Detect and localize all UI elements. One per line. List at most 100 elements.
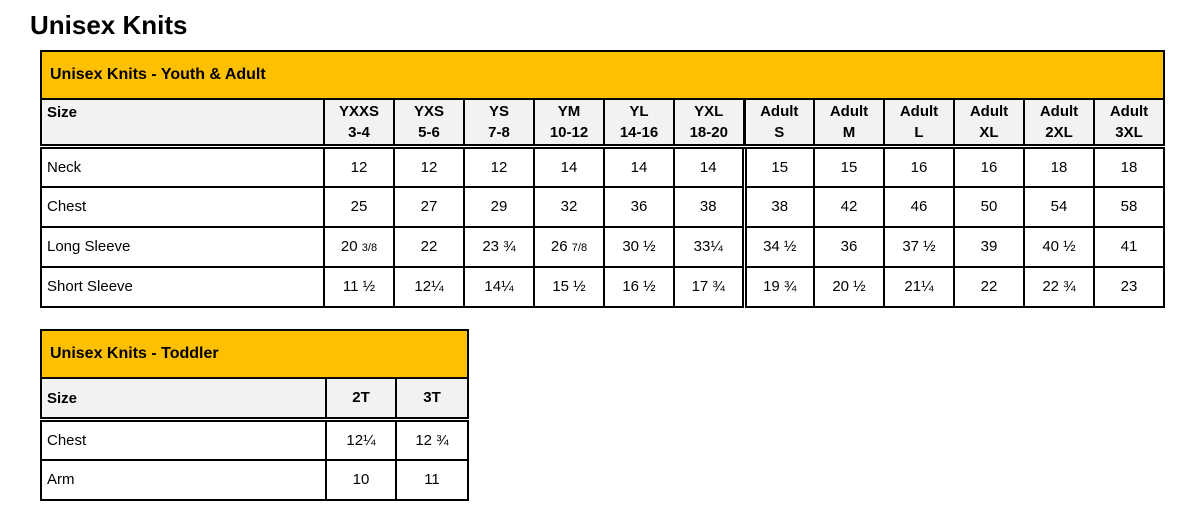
value-cell: 20 3/8 — [323, 225, 395, 268]
column-header-line1: YM — [557, 103, 581, 120]
value-cell: 10 — [325, 458, 397, 501]
value-cell: 26 7/8 — [533, 225, 605, 268]
value-cell: 39 — [953, 225, 1025, 268]
value-cell: 12¼ — [325, 417, 397, 461]
column-header-line2: XL — [979, 124, 999, 141]
column-header: Adult M — [813, 98, 885, 148]
column-header: Adult 2XL — [1023, 98, 1095, 148]
column-header-line1: YS — [488, 103, 509, 120]
row-label: Arm — [40, 458, 327, 501]
table-row: Chest 12¼ 12 ¾ — [40, 417, 469, 461]
value-cell: 22 — [393, 225, 465, 268]
page: Unisex Knits Unisex Knits - Youth & Adul… — [0, 10, 1200, 530]
size-header-cell: Size — [40, 98, 325, 148]
column-header-line1: 3T — [423, 389, 441, 407]
value-cell: 27 — [393, 185, 465, 228]
value-cell: 25 — [323, 185, 395, 228]
value-cell: 38 — [673, 185, 745, 228]
column-header-line2: 3XL — [1115, 124, 1143, 141]
page-title: Unisex Knits — [30, 10, 188, 40]
value-cell: 15 — [813, 144, 885, 188]
value-cell: 11 — [395, 458, 469, 501]
value-cell: 22 ¾ — [1023, 265, 1095, 308]
column-header-line2: 10-12 — [549, 124, 589, 141]
value-cell: 14 — [603, 144, 675, 188]
row-label: Short Sleeve — [40, 265, 325, 308]
column-header-line2: S — [774, 124, 785, 141]
table-caption: Unisex Knits - Youth & Adult — [40, 50, 1165, 100]
value-cell: 42 — [813, 185, 885, 228]
value-cell: 21¼ — [883, 265, 955, 308]
column-header-line2: 3-4 — [348, 124, 370, 141]
value-cell: 16 ½ — [603, 265, 675, 308]
value-cell: 58 — [1093, 185, 1165, 228]
value-cell: 29 — [463, 185, 535, 228]
value-cell: 40 ½ — [1023, 225, 1095, 268]
table-caption-row: Unisex Knits - Youth & Adult — [40, 50, 1165, 100]
value-cell: 36 — [603, 185, 675, 228]
column-header: Adult S — [742, 98, 815, 148]
youth-adult-table: Unisex Knits - Youth & Adult Size YXXS 3-4 Y… — [40, 50, 1165, 308]
value-cell: 18 — [1093, 144, 1165, 188]
value-cell: 12¼ — [393, 265, 465, 308]
value-cell: 23 — [1093, 265, 1165, 308]
column-header-line1: 2T — [352, 389, 370, 407]
value-cell: 22 — [953, 265, 1025, 308]
row-label: Chest — [40, 185, 325, 228]
header-row: Size YXXS 3-4 YXS 5-6 YS 7-8 YM 10-12 YL 14-16 YXL 1… — [40, 98, 1165, 148]
value-cell: 15 — [741, 144, 815, 188]
value-cell: 41 — [1093, 225, 1165, 268]
row-label: Neck — [40, 144, 325, 188]
size-header-cell: Size — [40, 376, 327, 421]
column-header-line1: Adult — [760, 103, 799, 120]
header-row: Size 2T 3T — [40, 376, 469, 421]
column-header-line2: 14-16 — [619, 124, 659, 141]
column-header-line1: YXXS — [338, 103, 380, 120]
column-header-line2: 18-20 — [689, 124, 728, 141]
value-cell: 36 — [813, 225, 885, 268]
column-header: Adult 3XL — [1093, 98, 1165, 148]
column-header: Adult L — [883, 98, 955, 148]
column-header-line2: 7-8 — [488, 124, 510, 141]
column-header-line1: YXS — [413, 103, 444, 120]
column-header: YL 14-16 — [603, 98, 675, 148]
column-header-line1: Adult — [1039, 103, 1079, 120]
value-cell: 12 — [463, 144, 535, 188]
column-header: YS 7-8 — [463, 98, 535, 148]
column-header: 2T — [325, 376, 397, 421]
table-caption-row: Unisex Knits - Toddler — [40, 328, 469, 379]
value-cell: 50 — [953, 185, 1025, 228]
value-cell: 14 — [533, 144, 605, 188]
table-caption: Unisex Knits - Toddler — [40, 328, 469, 379]
value-cell: 14 — [673, 144, 745, 188]
value-cell: 20 ½ — [813, 265, 885, 308]
table-row: Arm 10 11 — [40, 458, 469, 501]
value-cell: 54 — [1023, 185, 1095, 228]
column-header-line1: Adult — [829, 103, 869, 120]
column-header-line1: YXL — [694, 103, 724, 120]
value-cell: 37 ½ — [883, 225, 955, 268]
column-header-line2: L — [914, 124, 924, 141]
column-header-line2: 5-6 — [418, 124, 440, 141]
row-label: Long Sleeve — [40, 225, 325, 268]
value-cell: 23 ¾ — [463, 225, 535, 268]
column-header-line1: Adult — [899, 103, 939, 120]
value-cell: 34 ½ — [741, 225, 815, 268]
table-row: Short Sleeve 11 ½ 12¼ 14¼ 15 ½ 16 ½ 17 ¾ 19 ¾ 20… — [40, 265, 1165, 308]
table-row: Chest 25 27 29 32 36 38 38 42 46 50 54 58 — [40, 185, 1165, 228]
value-cell: 33¼ — [673, 225, 745, 268]
value-cell: 30 ½ — [603, 225, 675, 268]
value-cell: 12 ¾ — [395, 417, 469, 461]
row-label: Chest — [40, 417, 327, 461]
column-header-line2: 2XL — [1045, 124, 1073, 141]
value-cell: 12 — [323, 144, 395, 188]
value-cell: 15 ½ — [533, 265, 605, 308]
value-cell: 18 — [1023, 144, 1095, 188]
column-header: YM 10-12 — [533, 98, 605, 148]
value-cell: 38 — [741, 185, 815, 228]
table-row: Neck 12 12 12 14 14 14 15 15 16 16 18 18 — [40, 144, 1165, 188]
column-header: YXXS 3-4 — [323, 98, 395, 148]
value-cell: 16 — [883, 144, 955, 188]
value-cell: 17 ¾ — [673, 265, 745, 308]
value-cell: 11 ½ — [323, 265, 395, 308]
